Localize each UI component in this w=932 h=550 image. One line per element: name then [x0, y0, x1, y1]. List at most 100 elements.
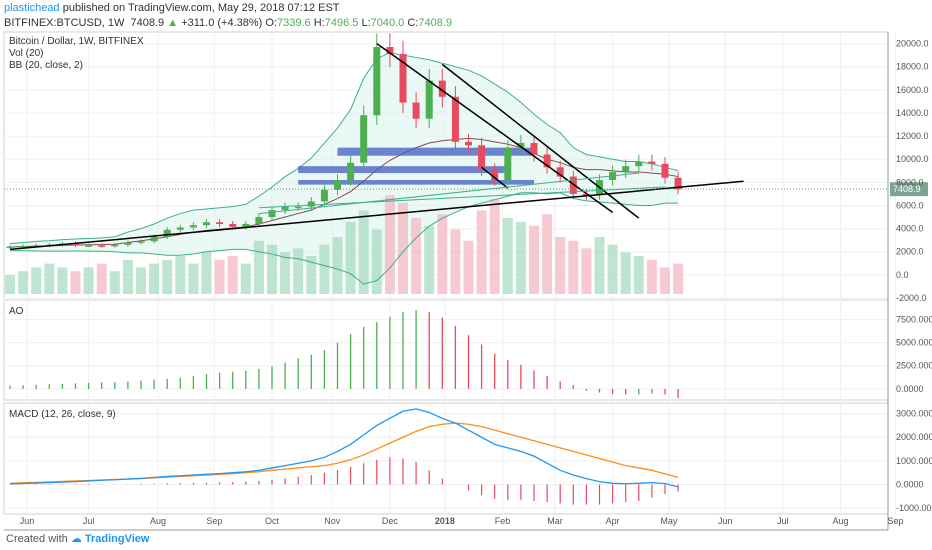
- created-with-text: Created with: [6, 533, 68, 545]
- symbol-name: BITFINEX:BTCUSD, 1W: [4, 17, 125, 29]
- trend-line: [441, 63, 640, 219]
- ao-tick-label: 5000.0000: [896, 338, 932, 348]
- y-tick-label: 8000.0: [896, 177, 924, 187]
- candle: [294, 206, 302, 209]
- indicator-bb-label: BB (20, close, 2): [9, 60, 83, 71]
- trend-line: [9, 180, 744, 251]
- x-tick-label: Sep: [888, 516, 904, 526]
- volume-bar: [568, 240, 579, 294]
- x-tick-label: Apr: [606, 516, 620, 526]
- pane-frame-ao: [3, 299, 889, 401]
- main-pane-title: Bitcoin / Dollar, 1W, BITFINEX: [9, 36, 144, 47]
- volume-bar: [18, 271, 29, 294]
- candle: [32, 245, 40, 247]
- candle: [189, 225, 197, 228]
- volume-bar: [201, 252, 212, 294]
- candle: [85, 245, 93, 247]
- candle: [6, 246, 14, 249]
- volume-bar: [555, 237, 566, 294]
- volume-bar: [332, 237, 343, 294]
- candle: [504, 147, 512, 181]
- ao-pane-title: AO: [9, 306, 24, 317]
- y-tick-label: 16000.0: [896, 85, 929, 95]
- last-price-label: 7408.9: [893, 184, 921, 194]
- candle: [425, 80, 433, 119]
- candle: [386, 47, 394, 54]
- volume-bar: [109, 271, 120, 294]
- trend-line: [376, 42, 614, 214]
- ao-tick-label: 7500.0000: [896, 314, 932, 324]
- ao-tick-label: 0.0000: [896, 384, 924, 394]
- y-tick-label: 4000.0: [896, 224, 924, 234]
- y-tick-label: 12000.0: [896, 131, 929, 141]
- last-price: 7408.9: [130, 17, 165, 29]
- trend-line: [481, 166, 509, 189]
- x-tick-label: Jul: [83, 516, 95, 526]
- author-link[interactable]: plastichead: [4, 2, 60, 14]
- volume-bar: [280, 252, 291, 294]
- candle: [373, 47, 381, 116]
- volume-bar: [57, 267, 68, 294]
- macd-line: [9, 408, 679, 488]
- volume-bar: [542, 214, 553, 294]
- x-tick-label: Jun: [20, 516, 35, 526]
- candle: [491, 169, 499, 181]
- candle: [648, 161, 656, 164]
- candle: [307, 201, 315, 207]
- open-value: 7339.6: [277, 17, 311, 29]
- macd-tick-label: 1000.0000: [896, 456, 932, 466]
- y-tick-label: 0.0: [896, 270, 909, 280]
- volume-bar: [398, 202, 408, 294]
- candle: [19, 245, 27, 248]
- volume-bar: [384, 195, 395, 294]
- candle: [255, 217, 263, 224]
- candle: [399, 53, 407, 103]
- candle: [216, 222, 224, 224]
- change-up-arrow-icon: ▲: [167, 17, 179, 29]
- y-tick-label: 2000.0: [896, 247, 924, 257]
- candle: [622, 166, 630, 172]
- x-tick-label: Aug: [833, 516, 849, 526]
- volume-bar: [607, 244, 618, 294]
- y-tick-label: 14000.0: [896, 108, 929, 118]
- candle: [320, 189, 328, 202]
- volume-bar: [673, 263, 684, 294]
- volume-bar: [581, 248, 592, 294]
- volume-bar: [306, 256, 317, 294]
- candle: [176, 227, 184, 230]
- volume-bar: [293, 248, 304, 294]
- candle: [281, 206, 289, 211]
- volume-bar: [162, 259, 173, 294]
- volume-bar: [646, 259, 657, 294]
- volume-bar: [345, 221, 356, 294]
- candle: [150, 236, 158, 242]
- candle: [242, 223, 250, 227]
- ao-tick-label: 2500.0000: [896, 361, 932, 371]
- volume-bar: [267, 244, 277, 294]
- candle: [635, 161, 643, 167]
- high-value: 7496.5: [324, 17, 359, 29]
- volume-bar: [253, 240, 264, 294]
- macd-tick-label: 0.0000: [896, 479, 924, 489]
- candle: [412, 102, 420, 119]
- price-zone: [298, 180, 534, 185]
- price-zone: [298, 166, 508, 174]
- volume-bar: [371, 229, 382, 294]
- footer: Created with ☁ TradingView: [6, 532, 149, 545]
- candle: [98, 245, 106, 247]
- x-tick-label: May: [660, 516, 678, 526]
- candle: [582, 193, 590, 196]
- volume-bar: [188, 263, 199, 294]
- x-tick-label: Oct: [265, 516, 280, 526]
- candle: [556, 167, 564, 177]
- candle: [543, 154, 551, 168]
- x-tick-label: Mar: [547, 516, 563, 526]
- tradingview-brand[interactable]: TradingView: [84, 533, 150, 545]
- volume-bar: [44, 263, 55, 294]
- volume-bar: [620, 252, 631, 294]
- x-tick-label: Aug: [150, 516, 166, 526]
- last-price-badge: [890, 182, 928, 197]
- volume-bar: [96, 263, 107, 294]
- candle: [203, 222, 210, 226]
